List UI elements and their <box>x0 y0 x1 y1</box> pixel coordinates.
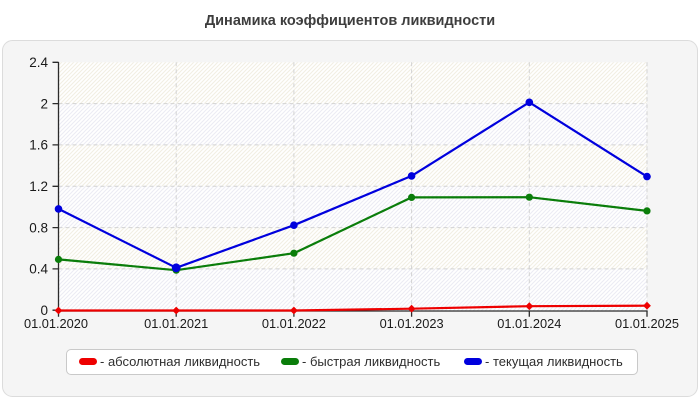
svg-text:01.01.2023: 01.01.2023 <box>380 316 444 331</box>
svg-text:1.2: 1.2 <box>29 179 48 194</box>
svg-text:2: 2 <box>40 96 48 111</box>
svg-text:0.4: 0.4 <box>29 262 48 277</box>
svg-text:1.6: 1.6 <box>29 138 48 153</box>
svg-text:01.01.2020: 01.01.2020 <box>24 316 88 331</box>
svg-text:01.01.2025: 01.01.2025 <box>615 316 679 331</box>
svg-text:01.01.2024: 01.01.2024 <box>497 316 561 331</box>
svg-text:01.01.2022: 01.01.2022 <box>262 316 326 331</box>
svg-text:2.4: 2.4 <box>29 55 48 70</box>
svg-text:01.01.2021: 01.01.2021 <box>144 316 208 331</box>
svg-text:0.8: 0.8 <box>29 220 48 235</box>
svg-text:0: 0 <box>40 303 48 318</box>
